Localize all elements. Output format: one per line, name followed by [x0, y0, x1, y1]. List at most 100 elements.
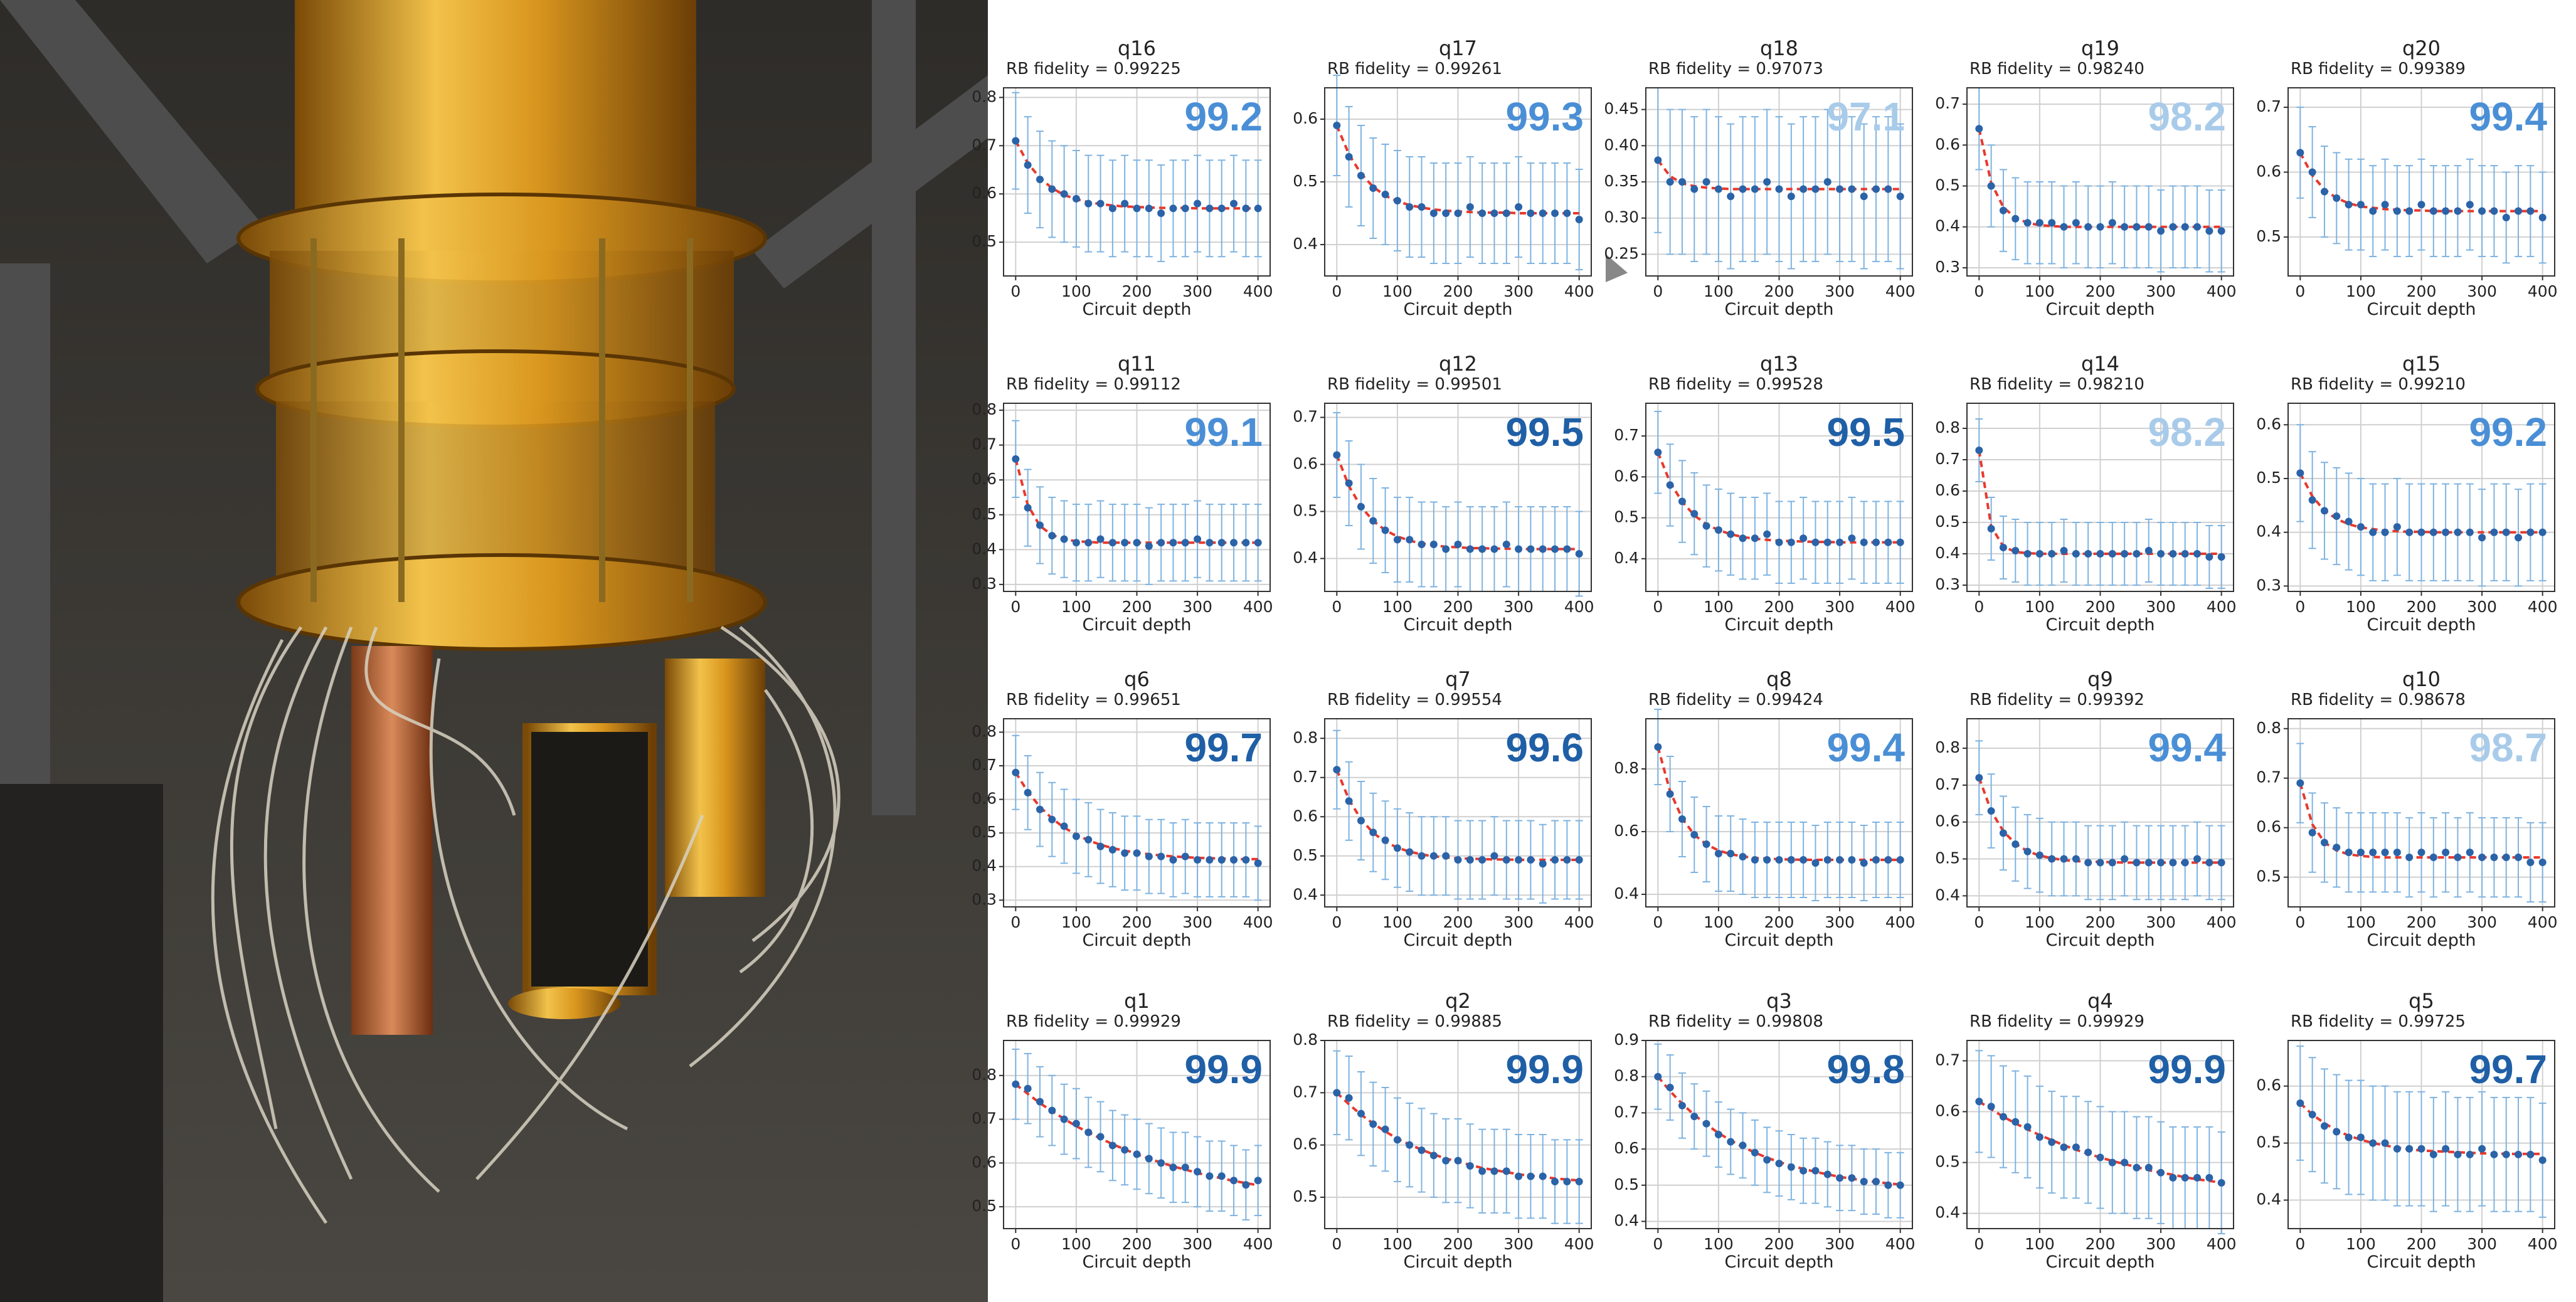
data-point [1230, 539, 1238, 547]
data-point [1975, 1098, 1983, 1106]
mouse-cursor [1606, 254, 1628, 282]
data-point [2478, 1145, 2486, 1153]
y-tick-label: 0.7 [1614, 426, 1639, 444]
x-tick-label: 200 [2407, 598, 2437, 616]
chart-subtitle: RB fidelity = 0.99112 [1006, 375, 1181, 394]
data-point [1454, 541, 1462, 548]
x-axis-label: Circuit depth [2045, 931, 2155, 950]
data-point [2442, 849, 2450, 857]
y-tick-label: 0.5 [1935, 1153, 1960, 1171]
data-point [1024, 788, 1032, 797]
data-point [2417, 849, 2425, 857]
data-point [1345, 1094, 1353, 1102]
data-point [2217, 553, 2225, 561]
data-point [1084, 539, 1093, 547]
data-point [2538, 1156, 2547, 1164]
data-point [1563, 1178, 1571, 1185]
data-point [1860, 1178, 1868, 1185]
data-point [2133, 1163, 2141, 1172]
data-point [1381, 1125, 1389, 1133]
chart-title: q13 [1760, 352, 1798, 376]
y-tick-label: 0.6 [2256, 1076, 2281, 1094]
data-point [1429, 852, 1438, 860]
y-tick-label: 0.4 [1614, 1211, 1639, 1229]
data-point [1121, 539, 1129, 547]
data-point [1690, 185, 1699, 193]
x-axis-label: Circuit depth [1724, 1252, 1833, 1272]
data-point [1515, 856, 1523, 864]
data-point [1036, 805, 1044, 813]
data-point [1799, 185, 1808, 193]
data-point [1575, 550, 1583, 558]
data-point [2133, 859, 2141, 867]
data-point [2157, 859, 2165, 867]
x-tick-label: 300 [1182, 1235, 1212, 1253]
data-point [2157, 550, 2165, 558]
data-point [1702, 1119, 1710, 1128]
data-point [1515, 545, 1523, 553]
x-tick-label: 300 [2146, 913, 2176, 931]
data-point [1357, 172, 1365, 179]
chart-subtitle: RB fidelity = 0.99210 [2291, 375, 2466, 394]
chart-title: q9 [2087, 667, 2113, 691]
fidelity-annotation: 99.5 [1826, 410, 1905, 455]
data-point [2084, 859, 2092, 867]
y-tick-label: 0.35 [1604, 172, 1639, 190]
x-tick-label: 400 [2207, 1235, 2237, 1253]
data-point [1739, 534, 1747, 542]
x-tick-label: 400 [1885, 598, 1916, 616]
y-tick-label: 0.6 [972, 184, 997, 202]
data-point [1108, 204, 1116, 213]
y-tick-label: 0.4 [1293, 549, 1318, 567]
data-point [1763, 530, 1771, 538]
data-point [1096, 842, 1105, 850]
plot-frame [1324, 1040, 1592, 1229]
chart-subtitle: RB fidelity = 0.99651 [1006, 691, 1181, 709]
data-point [2023, 550, 2032, 558]
data-point [2108, 550, 2116, 558]
plot-frame [1966, 718, 2234, 908]
x-tick-label: 0 [1653, 913, 1663, 931]
data-point [2381, 528, 2389, 536]
data-point [1108, 845, 1116, 854]
data-point [1799, 534, 1808, 542]
data-point [1121, 1146, 1129, 1154]
data-point [1024, 504, 1032, 512]
data-point [1096, 1133, 1105, 1141]
data-point [2490, 854, 2498, 862]
x-tick-label: 400 [2207, 913, 2237, 931]
y-tick-label: 0.7 [972, 435, 997, 453]
data-point [1575, 216, 1583, 223]
data-point [1896, 856, 1904, 864]
y-tick-label: 0.5 [2256, 468, 2281, 487]
chart-subtitle: RB fidelity = 0.99392 [1969, 691, 2144, 709]
data-point [2381, 1139, 2389, 1147]
x-tick-label: 400 [1243, 1235, 1273, 1253]
data-point [1690, 1113, 1699, 1121]
y-tick-label: 0.7 [2256, 768, 2281, 786]
data-point [1654, 448, 1662, 457]
data-point [1872, 185, 1880, 193]
x-tick-label: 0 [1010, 913, 1020, 931]
data-point [2442, 207, 2450, 215]
chart-title: q3 [1766, 989, 1792, 1013]
data-point [1345, 797, 1353, 805]
chart-subtitle: RB fidelity = 0.98678 [2291, 691, 2466, 709]
data-point [2417, 528, 2425, 536]
data-point [1466, 1162, 1474, 1170]
x-tick-label: 300 [1503, 598, 1534, 616]
x-tick-label: 400 [2528, 282, 2558, 300]
chart-title: q12 [1439, 352, 1477, 376]
data-point [1987, 182, 1995, 190]
data-point [1084, 1128, 1093, 1136]
data-point [1478, 1167, 1487, 1175]
x-tick-label: 0 [1653, 1235, 1663, 1253]
fidelity-annotation: 97.1 [1826, 94, 1905, 139]
data-point [1157, 1159, 1165, 1167]
data-point [1527, 856, 1535, 864]
